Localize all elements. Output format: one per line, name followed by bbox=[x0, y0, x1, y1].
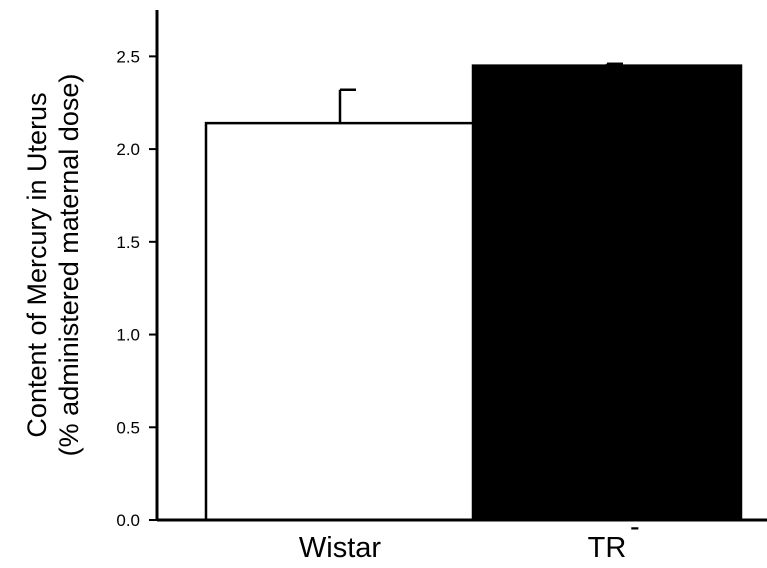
y-tick-label: 1.0 bbox=[116, 326, 140, 345]
y-tick-label: 2.0 bbox=[116, 140, 140, 159]
x-tick-label-wistar: Wistar bbox=[299, 532, 382, 564]
plot-area: Wistar TR- 0.0 0.5 1.0 1.5 2.0 2.5 bbox=[116, 10, 767, 564]
y-tick-label: 0.5 bbox=[116, 418, 140, 437]
y-axis-label-line-1: Content of Mercury in Uterus bbox=[22, 92, 52, 437]
bar-wistar bbox=[204, 121, 476, 522]
y-axis-label-line-2: (% administered maternal dose) bbox=[54, 74, 84, 457]
x-tick-label-tr: TR bbox=[588, 532, 627, 564]
x-tick-label-superscript: - bbox=[630, 511, 640, 543]
y-tick-label: 2.5 bbox=[116, 47, 140, 66]
bar-tr bbox=[471, 64, 743, 522]
y-tick-label: 0.0 bbox=[116, 511, 140, 530]
y-tick-label: 1.5 bbox=[116, 233, 140, 252]
y-axis-label: Content of Mercury in Uterus (% administ… bbox=[22, 74, 84, 457]
